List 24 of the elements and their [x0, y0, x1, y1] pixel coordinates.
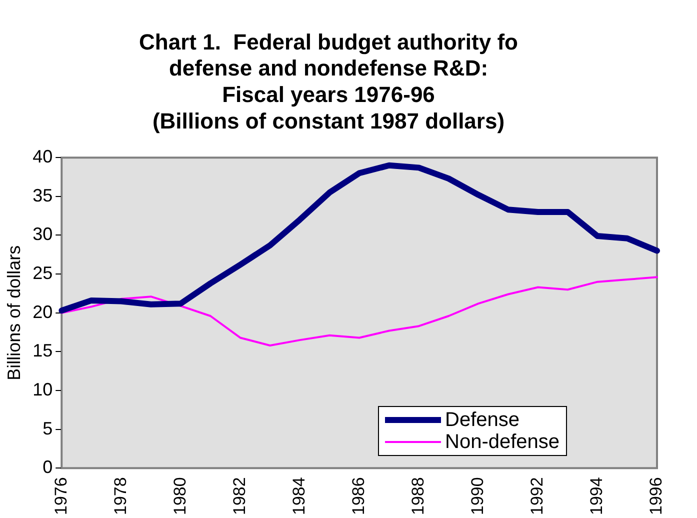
y-tick-label: 15	[32, 340, 53, 361]
x-tick-label: 1996	[646, 477, 666, 516]
y-tick-label: 40	[32, 146, 53, 167]
y-axis-title: Billions of dollars	[4, 245, 24, 380]
y-tick-label: 10	[32, 380, 53, 400]
x-tick-label: 1978	[110, 477, 130, 516]
x-tick-label: 1980	[170, 477, 190, 516]
y-tick-label: 0	[42, 457, 53, 478]
y-tick-label: 35	[32, 185, 53, 206]
legend-label: Non-defense	[445, 431, 560, 454]
x-tick-label: 1986	[349, 477, 368, 516]
y-tick-label: 5	[42, 418, 53, 438]
x-tick-label: 1994	[587, 477, 606, 516]
x-tick-label: 1992	[528, 477, 547, 516]
x-tick-label: 1984	[289, 477, 308, 516]
x-tick-label: 1982	[230, 477, 249, 516]
y-tick-label: 20	[32, 302, 53, 322]
y-tick-label: 25	[32, 263, 53, 284]
x-tick-label: 1988	[408, 477, 428, 516]
legend-label: Defense	[445, 409, 520, 432]
x-tick-label: 1990	[468, 477, 488, 516]
chart-title: Chart 1. Federal budget authority fo defense and nondefense R&D: Fiscal years 1976-96 (Billions of constant 1987 dollars)	[139, 29, 518, 134]
x-tick-label: 1976	[51, 477, 70, 516]
y-tick-label: 30	[32, 224, 53, 244]
